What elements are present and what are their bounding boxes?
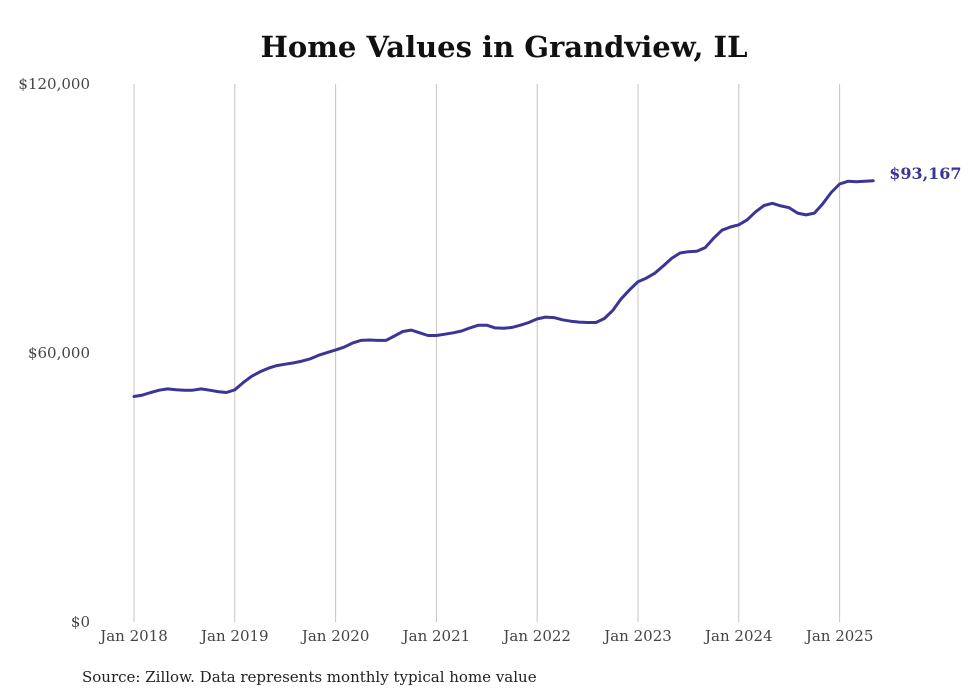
x-tick-label: Jan 2023	[602, 627, 672, 645]
end-value-label: $93,167	[889, 164, 961, 183]
x-tick-label: Jan 2020	[300, 627, 370, 645]
chart-title: Home Values in Grandview, IL	[260, 30, 748, 64]
gridlines	[133, 84, 841, 622]
x-tick-label: Jan 2018	[98, 627, 168, 645]
x-tick-label: Jan 2019	[199, 627, 269, 645]
y-tick-label: $0	[71, 613, 90, 631]
x-tick-label: Jan 2025	[804, 627, 874, 645]
y-tick-label: $120,000	[18, 75, 90, 93]
source-note: Source: Zillow. Data represents monthly …	[82, 668, 537, 686]
x-tick-label: Jan 2021	[401, 627, 471, 645]
y-axis: $0 $60,000 $120,000	[18, 75, 90, 631]
series-line	[132, 179, 875, 398]
series-layer	[132, 179, 875, 398]
y-tick-label: $60,000	[28, 344, 90, 362]
x-axis: Jan 2018 Jan 2019 Jan 2020 Jan 2021 Jan 2022…	[98, 627, 873, 645]
x-tick-label: Jan 2022	[501, 627, 571, 645]
x-tick-label: Jan 2024	[703, 627, 773, 645]
annotation-layer: $93,167	[889, 164, 961, 183]
